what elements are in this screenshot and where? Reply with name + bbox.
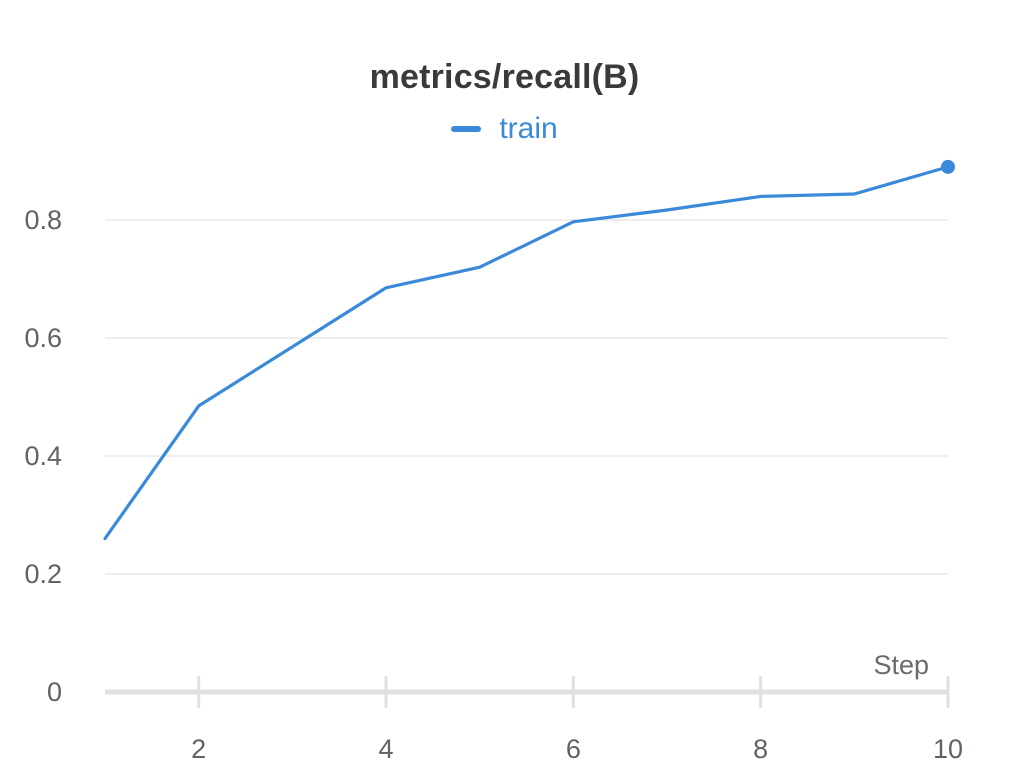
last-point-marker[interactable] (941, 159, 955, 174)
y-axis-tick-labels: 0 0.2 0.4 0.6 0.8 (24, 205, 62, 707)
series-line-train[interactable] (103, 165, 950, 541)
x-axis-title: Step (873, 650, 929, 680)
y-tick-label: 0.6 (24, 323, 62, 353)
x-tick-label: 8 (753, 734, 768, 764)
x-tick-label: 2 (191, 734, 206, 764)
x-axis-tick-labels: 2 4 6 8 10 (191, 734, 963, 764)
y-tick-label: 0.8 (24, 205, 62, 235)
series-layer (103, 159, 955, 541)
chart-title: metrics/recall(B) (369, 58, 640, 96)
x-axis (105, 676, 950, 708)
y-tick-label: 0.2 (24, 559, 62, 589)
legend-label-train[interactable]: train (499, 112, 558, 145)
y-tick-label: 0 (47, 677, 62, 707)
x-tick-label: 10 (933, 734, 963, 764)
x-tick-label: 6 (566, 734, 581, 764)
grid-lines (105, 219, 948, 575)
x-tick-label: 4 (378, 734, 393, 764)
legend-swatch-train (451, 126, 482, 132)
legend: train (0, 112, 1009, 146)
y-tick-label: 0.4 (24, 441, 62, 471)
